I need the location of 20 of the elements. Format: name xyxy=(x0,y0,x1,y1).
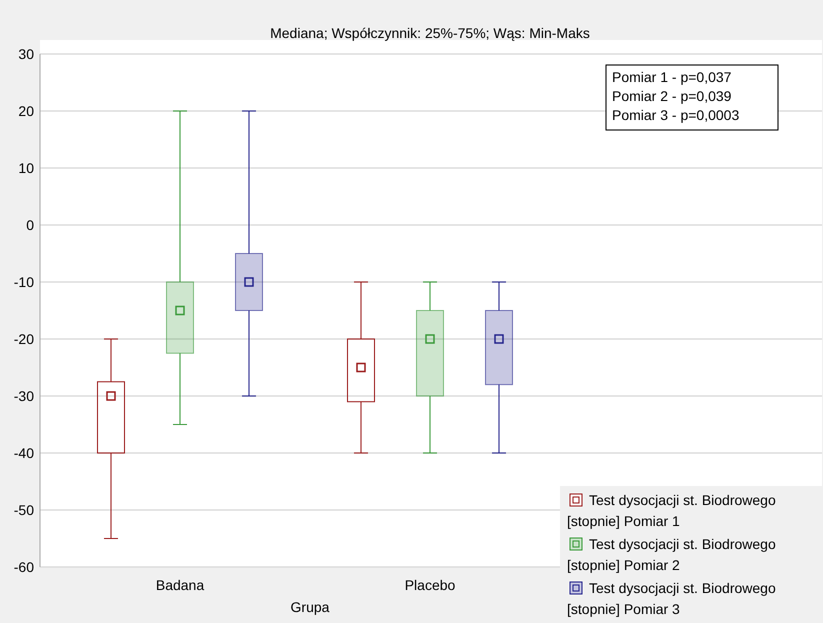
legend-label: Test dysocjacji st. Biodrowego [stopnie] Pomiar 1 xyxy=(567,492,776,529)
x-tick-label: Badana xyxy=(156,577,204,593)
legend-label: Test dysocjacji st. Biodrowego [stopnie] Pomiar 3 xyxy=(567,580,776,617)
y-tick-label: -20 xyxy=(14,330,34,347)
x-axis-title: Grupa xyxy=(290,599,330,615)
y-tick-label: 30 xyxy=(18,46,34,62)
y-tick-label: -10 xyxy=(14,274,34,290)
y-tick-label: 0 xyxy=(26,216,34,233)
y-tick-label: 10 xyxy=(18,160,34,176)
y-tick-label: -50 xyxy=(14,502,34,518)
text: Pomiar 2 - p=0,039 xyxy=(612,88,732,104)
text: Pomiar 3 - p=0,0003 xyxy=(612,107,740,123)
y-tick-label: -30 xyxy=(14,388,34,404)
text: Pomiar 1 - p=0,037 xyxy=(612,69,732,85)
chart-title: Mediana; Współczynnik: 25%-75%; Wąs: Min-Maks xyxy=(270,25,590,41)
y-tick-label: -60 xyxy=(14,558,34,575)
y-tick-label: 20 xyxy=(18,102,34,119)
y-tick-label: -40 xyxy=(14,444,34,461)
x-tick-label: Placebo xyxy=(404,577,456,593)
legend-label: Test dysocjacji st. Biodrowego [stopnie] Pomiar 2 xyxy=(567,536,776,573)
